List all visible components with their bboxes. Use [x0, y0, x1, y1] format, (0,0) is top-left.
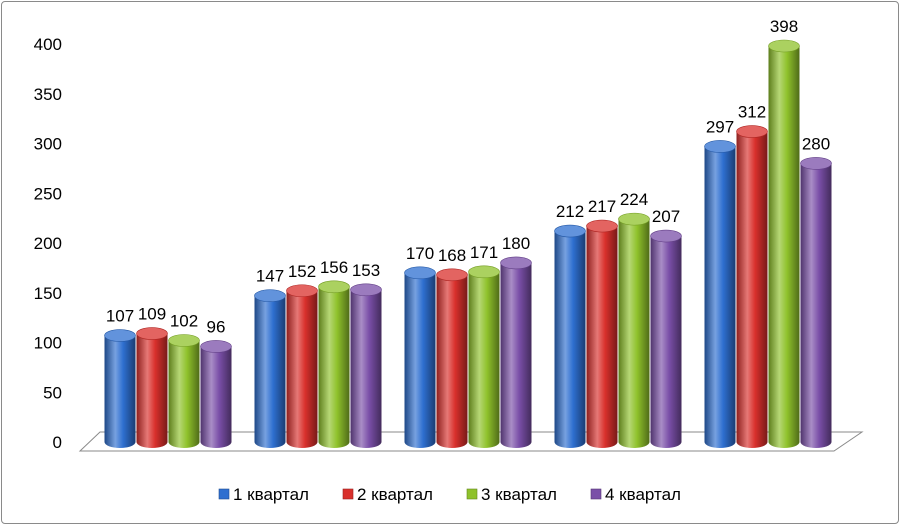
legend-swatch	[218, 488, 230, 500]
y-tick-label: 50	[43, 383, 62, 402]
bar	[586, 219, 618, 449]
legend-item: 4 квартал	[590, 485, 681, 504]
data-label: 297	[706, 117, 734, 136]
data-label: 207	[652, 207, 680, 226]
data-labels: 107 109 102 96 147 152 156 153 170 168 171 180 212 21…	[106, 17, 830, 336]
y-tick-label: 350	[34, 85, 62, 104]
data-label: 212	[556, 202, 584, 221]
bar	[136, 327, 168, 448]
y-tick-label: 150	[34, 284, 62, 303]
legend: 1 квартал 2 квартал 3 квартал 4 квартал	[218, 485, 681, 504]
data-label: 109	[138, 305, 166, 324]
legend-swatch	[466, 488, 478, 500]
data-label: 217	[588, 197, 616, 216]
bar	[768, 39, 800, 449]
bar	[404, 266, 436, 449]
bar	[500, 256, 532, 449]
data-label: 168	[438, 246, 466, 265]
bar	[704, 140, 736, 449]
data-label: 171	[470, 243, 498, 262]
bar	[286, 284, 318, 449]
data-label: 280	[802, 134, 830, 153]
data-label: 147	[256, 267, 284, 286]
bar	[650, 229, 682, 449]
y-tick-label: 250	[34, 184, 62, 203]
bar	[618, 212, 650, 449]
y-tick-label: 100	[34, 334, 62, 353]
data-label: 102	[170, 312, 198, 331]
y-axis-labels: 0 50 100 150 200 250 300 350 400	[34, 35, 62, 452]
bar	[554, 224, 586, 449]
data-label: 180	[502, 234, 530, 253]
legend-label: 2 квартал	[357, 485, 433, 504]
data-label: 96	[207, 317, 226, 336]
legend-item: 1 квартал	[218, 485, 309, 504]
legend-swatch	[590, 488, 602, 500]
data-label: 224	[620, 190, 648, 209]
bar	[200, 340, 232, 448]
legend-label: 4 квартал	[605, 485, 681, 504]
legend-swatch	[342, 488, 354, 500]
bar	[318, 280, 350, 449]
y-tick-label: 400	[34, 35, 62, 54]
data-label: 156	[320, 258, 348, 277]
bar	[436, 268, 468, 449]
bar	[736, 125, 768, 449]
data-label: 153	[352, 261, 380, 280]
bar	[104, 329, 136, 448]
bar	[168, 334, 200, 448]
bar	[350, 283, 382, 449]
data-label: 170	[406, 244, 434, 263]
bar	[468, 265, 500, 449]
data-label: 398	[770, 17, 798, 36]
y-tick-label: 300	[34, 135, 62, 154]
bar	[800, 157, 832, 449]
bars	[104, 39, 832, 449]
legend-item: 2 квартал	[342, 485, 433, 504]
y-tick-label: 200	[34, 234, 62, 253]
data-label: 152	[288, 262, 316, 281]
data-label: 312	[738, 103, 766, 122]
legend-item: 3 квартал	[466, 485, 557, 504]
bar	[254, 289, 286, 449]
y-tick-label: 0	[53, 433, 62, 452]
legend-label: 1 квартал	[233, 485, 309, 504]
data-label: 107	[106, 307, 134, 326]
legend-label: 3 квартал	[481, 485, 557, 504]
